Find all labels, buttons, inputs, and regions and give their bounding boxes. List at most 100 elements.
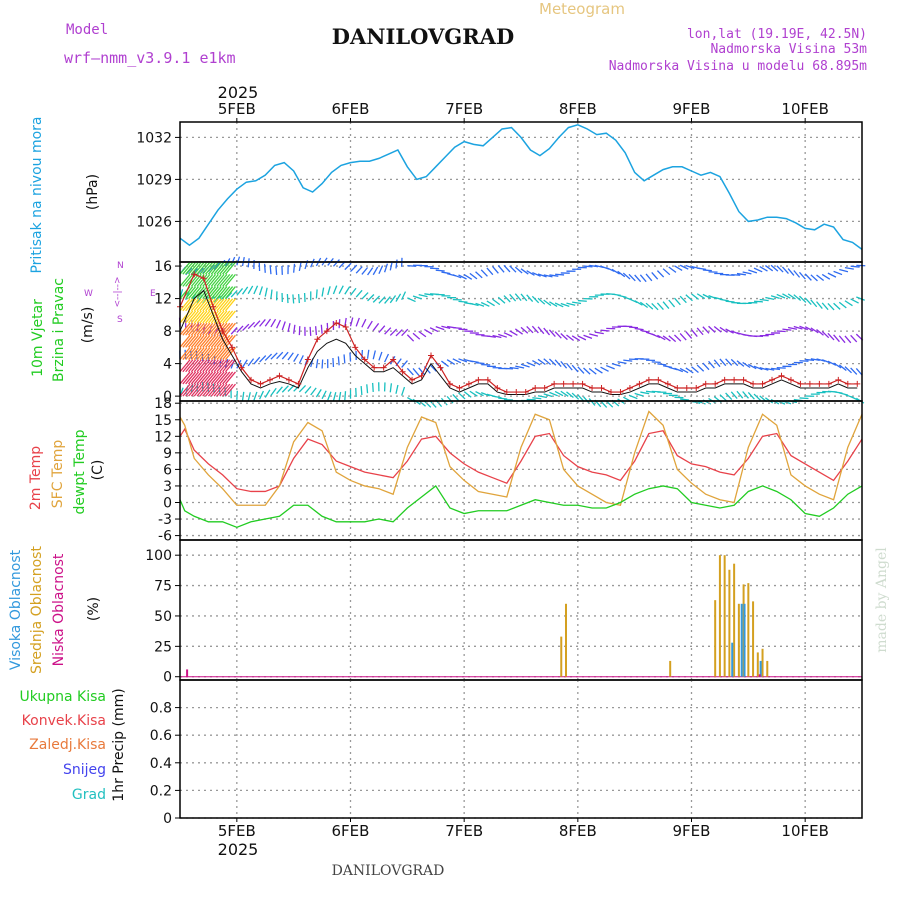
wind-arrow [725,358,733,366]
wind-tick-label: 12 [154,292,172,308]
wind-arrow [210,359,222,373]
wind-arrow [216,298,228,312]
wind-arrow [475,302,485,307]
wind-arrow [196,273,208,287]
wind-arrow [293,353,299,362]
wind-arrow [793,294,802,301]
wind-arrow [816,329,824,336]
wind-arrow [765,296,775,301]
precip-tick-label: 0 [163,811,172,827]
wind-arrow [838,335,846,344]
wind-arrow [600,329,610,332]
gust-marker [210,303,217,310]
wind-arrow [188,261,200,275]
wind-arrow [566,391,574,399]
wind-arrow [213,262,221,270]
wind-arrow [742,391,749,399]
wind-arrow [514,293,522,302]
wind-arrow [216,383,228,397]
wind-arrow [196,298,208,312]
wind-arrow [247,358,255,367]
wind-arrow [395,293,402,302]
wind-arrow [188,286,200,299]
gust-marker [380,364,387,371]
wind-arrow [298,384,307,393]
wind-arrow [205,310,217,324]
wind-arrow [594,331,604,335]
wind-arrow [224,359,236,373]
wind-arrow [196,347,208,360]
wind-arrow [463,391,472,398]
wind-arrow [656,302,664,311]
high-cloud-bar [731,642,734,677]
wind-arrow [384,353,390,363]
wind-arrow [804,297,812,306]
wind-arrow [702,326,710,334]
wind-arrow [188,347,200,360]
wind-arrow [838,301,847,309]
wind-arrow [401,328,409,337]
snow-label: Snijeg [63,762,106,778]
wind-arrow [190,383,202,397]
wind-arrow [185,261,197,275]
wind-arrow [844,300,853,307]
wind-arrow [685,367,694,374]
gust-marker [418,372,425,379]
wind-arrow [645,390,656,394]
wind-arrow [210,261,222,275]
wind-arrow [719,326,728,333]
wind-title: 10m Vjetar [30,299,46,377]
wind-arrow [210,347,222,360]
wind-arrow [361,292,369,300]
wind-arrow [298,355,304,364]
wind-arrow [216,334,228,348]
wind-arrow [555,273,565,276]
wind-arrow [810,299,818,308]
wind-arrow [458,392,466,400]
wind-arrow [497,265,505,273]
cloud-frame [179,539,863,681]
wind-arrow [213,295,221,303]
wind-arrow [360,385,363,396]
wind-arrow [696,364,705,372]
wind-arrow [210,334,222,348]
wind-arrow [202,359,214,373]
wind-arrow [469,360,479,364]
top-date-label: 5FEB [218,100,256,118]
wind-arrow [526,361,536,367]
wind-arrow [276,351,284,360]
wind-arrow [412,368,420,376]
wind-arrow [782,328,792,331]
wind-arrow [548,329,556,337]
wind-arrow [179,298,191,312]
wind-arrow [309,326,312,336]
gust-marker [371,364,378,371]
wind-arrow [199,322,211,336]
wind-arrow [189,349,193,359]
wind-arrow [537,326,545,335]
wind-arrow [839,268,849,273]
wind-arrow [583,396,590,404]
pressure-panel: 1026 1029 1032 [136,121,863,263]
wind-arrow [199,261,211,275]
wind-arrow [281,385,289,393]
wind-arrow [418,293,428,298]
wind-tick-label: 16 [154,259,172,275]
wind-arrow [199,371,211,385]
wind-arrow [337,356,340,366]
wind-arrow [327,391,332,401]
wind-arrow [770,295,780,300]
wind-arrow [526,325,534,334]
cloud-tick-label: 75 [154,579,172,595]
temperature-tick-label: 15 [154,413,172,429]
wind-arrow [719,358,727,367]
wind-arrow [486,335,496,338]
pressure-ylabel: (hPa) [85,174,101,210]
gust-marker [778,372,785,379]
wind-arrow [320,324,323,334]
gust-marker [598,384,605,391]
wind-arrow [378,351,383,361]
wind-arrow [799,295,807,303]
wind-arrow [526,270,535,276]
bottom-date-label: 7FEB [445,822,483,840]
